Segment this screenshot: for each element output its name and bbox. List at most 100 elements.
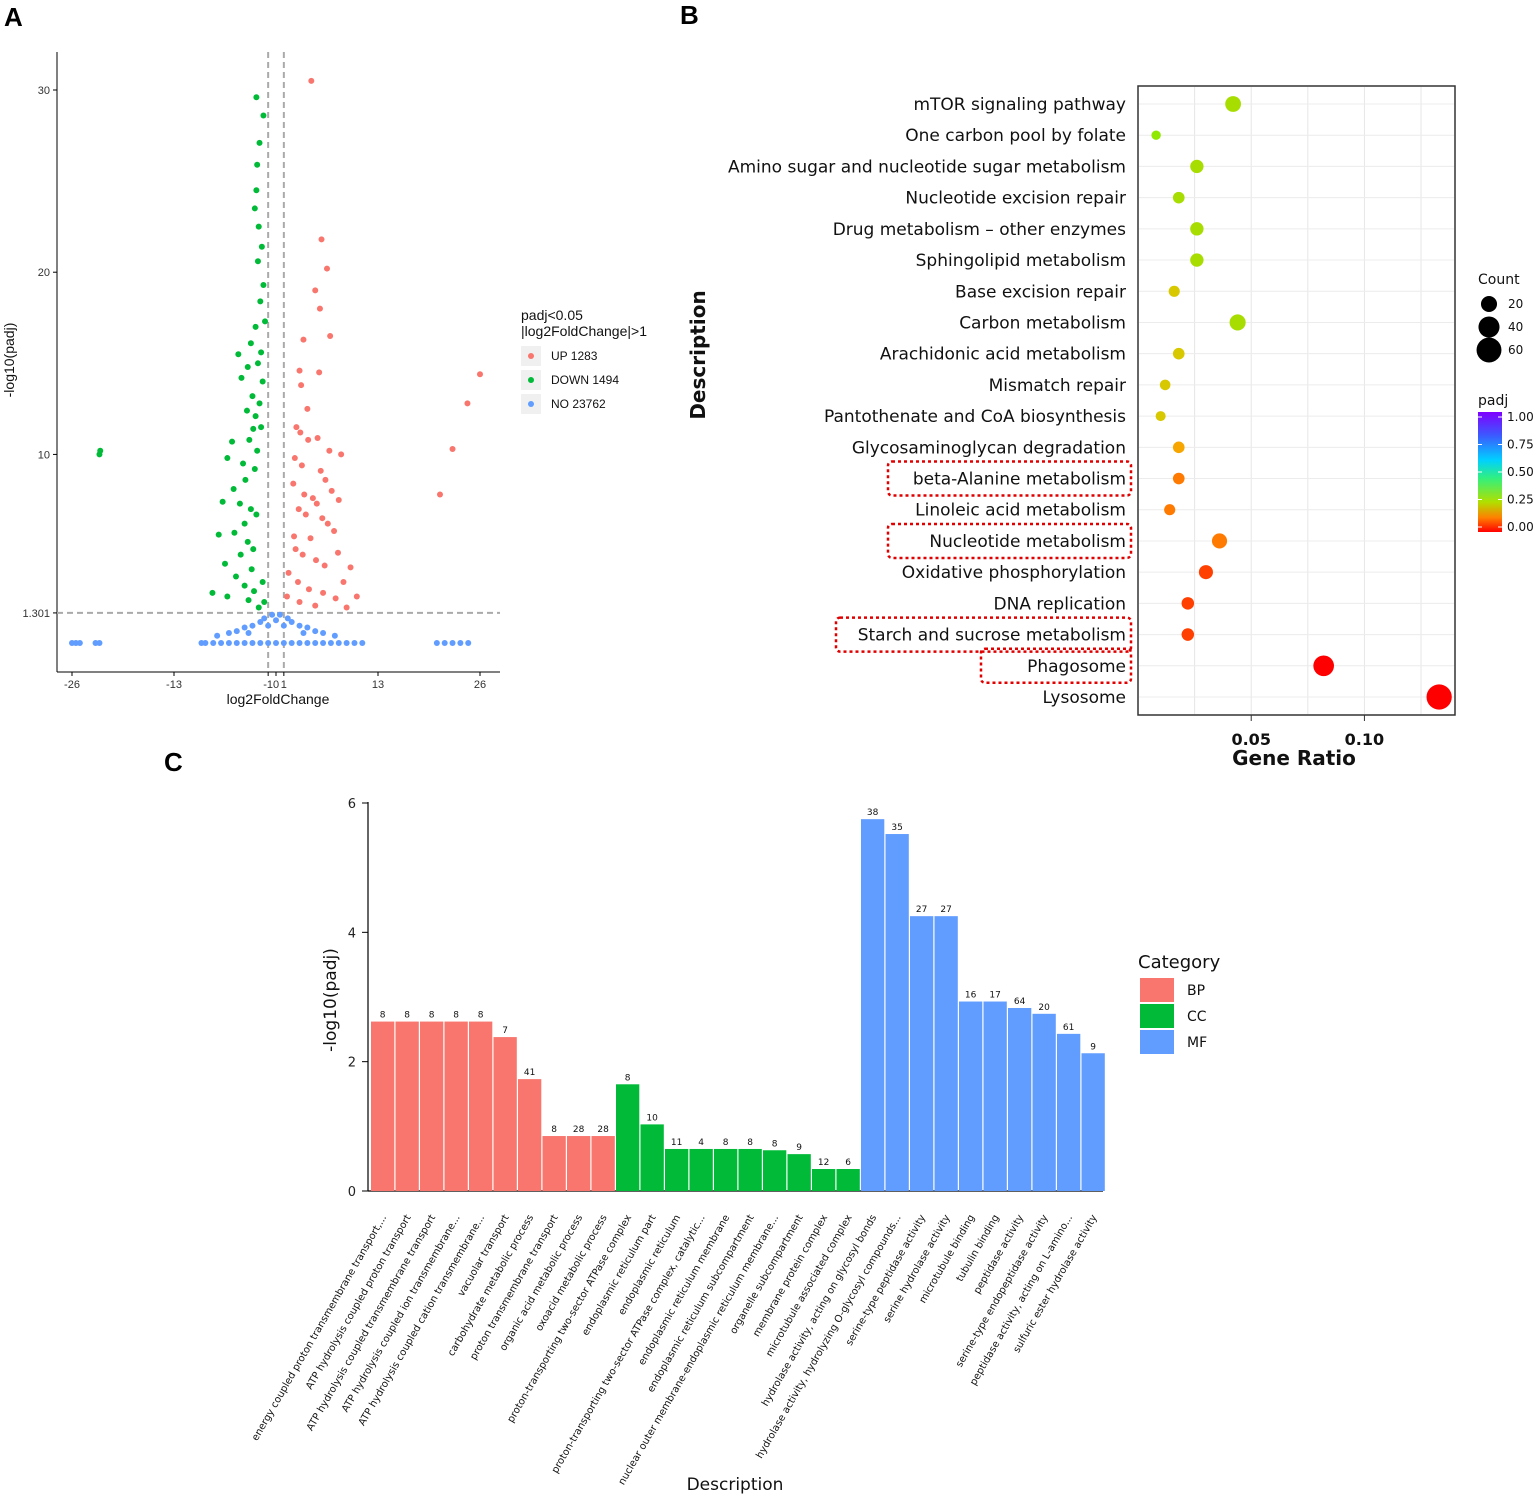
go-bar [665, 1148, 689, 1191]
volcano-point [241, 520, 248, 527]
volcano-point [244, 363, 251, 370]
volcano-point [296, 622, 303, 629]
volcano-point [317, 467, 324, 474]
bar-legend-key [1140, 1004, 1174, 1028]
bar-legend: Category BP CC MF [1138, 952, 1221, 1054]
volcano-point [457, 640, 464, 646]
volcano-legend-key [528, 377, 534, 383]
volcano-point [320, 640, 327, 646]
bar-y-tick-label: 0 [348, 1185, 356, 1200]
volcano-legend-label: NO 23762 [551, 397, 606, 411]
volcano-point [449, 640, 456, 646]
go-bar [689, 1148, 713, 1191]
volcano-point [297, 429, 304, 436]
volcano-point [319, 515, 326, 522]
size-legend-dot [1476, 337, 1502, 363]
volcano-point [245, 597, 252, 604]
dotplot-point [1229, 314, 1246, 331]
volcano-point [260, 112, 267, 119]
go-bar [420, 1021, 444, 1191]
volcano-point [312, 640, 319, 646]
dotplot-point [1313, 655, 1334, 677]
volcano-point [258, 349, 265, 356]
volcano-point [229, 438, 236, 445]
volcano-point [265, 640, 272, 646]
go-bar [542, 1136, 566, 1191]
volcano-point [265, 622, 272, 629]
volcano-x-tick-label: 26 [474, 679, 486, 691]
volcano-point [334, 549, 341, 556]
dotplot-category-label: One carbon pool by folate [905, 126, 1126, 146]
dotplot-point [1168, 285, 1180, 297]
volcano-point [335, 640, 342, 646]
go-bar-count-label: 27 [940, 905, 951, 915]
volcano-point [328, 487, 335, 494]
go-bar-count-label: 41 [524, 1068, 535, 1078]
volcano-point [326, 447, 333, 454]
go-bar-count-label: 7 [502, 1026, 508, 1036]
dotplot-panel-frame [1137, 85, 1456, 716]
volcano-legend-key [528, 353, 534, 359]
dotplot-category-label: Carbon metabolism [959, 313, 1126, 333]
volcano-legend-key [528, 401, 534, 407]
volcano-point [351, 640, 358, 646]
volcano-point [233, 640, 240, 646]
dotplot-point [1190, 222, 1204, 236]
volcano-point [243, 407, 250, 414]
bar-legend-label: MF [1187, 1035, 1207, 1051]
volcano-point [312, 628, 319, 635]
dotplot-point [1172, 472, 1185, 485]
bar-x-title: Description [687, 1475, 784, 1495]
volcano-point [255, 604, 262, 611]
volcano-point [299, 551, 306, 558]
volcano-y-tick-label: 30 [38, 85, 50, 97]
go-bar-count-label: 64 [1014, 997, 1026, 1007]
volcano-point [242, 476, 249, 483]
volcano-point [250, 425, 257, 432]
dotplot-category-label: Nucleotide metabolism [929, 532, 1126, 552]
dotplot-category-label: Starch and sucrose metabolism [858, 626, 1126, 646]
size-legend-label: 40 [1508, 320, 1523, 334]
volcano-point [253, 187, 260, 194]
volcano-point [260, 281, 267, 288]
go-bar [567, 1136, 591, 1191]
dotplot-category-label: Nucleotide excision repair [905, 189, 1126, 209]
dotplot-highlight-box [834, 616, 1133, 653]
dotplot-category-label: Arachidonic acid metabolism [880, 345, 1126, 365]
go-bar [738, 1148, 762, 1191]
volcano-x-tick-label: -26 [64, 679, 80, 691]
volcano-point [300, 629, 307, 636]
dotplot-point [1426, 684, 1452, 710]
go-bar-count-label: 8 [380, 1011, 386, 1021]
volcano-point [285, 569, 292, 576]
volcano-point [465, 640, 472, 646]
volcano-point [257, 298, 264, 305]
dotplot-point [1181, 628, 1195, 641]
dotplot-category-label: Drug metabolism – other enzymes [833, 220, 1126, 240]
bar-legend-key [1140, 978, 1174, 1002]
volcano-x-tick-label: 1 [281, 679, 287, 691]
volcano-x-tick-label: -13 [166, 679, 182, 691]
dotplot-color-legend: padj 1.00 0.75 0.50 0.25 0.00 [1478, 393, 1534, 534]
volcano-point [241, 582, 248, 589]
volcano-point [202, 640, 209, 646]
volcano-point [96, 640, 103, 646]
go-bar-count-label: 8 [625, 1073, 631, 1083]
volcano-point [209, 589, 216, 596]
volcano-x-tick-label: -1 [263, 679, 273, 691]
volcano-point [252, 323, 259, 330]
volcano-point [252, 413, 259, 420]
volcano-point [269, 611, 276, 618]
dotplot-category-label: Mismatch repair [989, 376, 1126, 396]
volcano-point [276, 611, 283, 618]
volcano-point [283, 593, 290, 600]
volcano-point [248, 566, 255, 573]
enrichment-dot-plot: mTOR signaling pathway One carbon pool by… [686, 85, 1534, 770]
dotplot-point [1151, 130, 1161, 140]
volcano-point [327, 640, 334, 646]
volcano-point [308, 77, 315, 84]
volcano-point [298, 382, 305, 389]
go-bar-count-label: 8 [429, 1011, 435, 1021]
volcano-point [312, 287, 319, 294]
volcano-point [327, 332, 334, 339]
